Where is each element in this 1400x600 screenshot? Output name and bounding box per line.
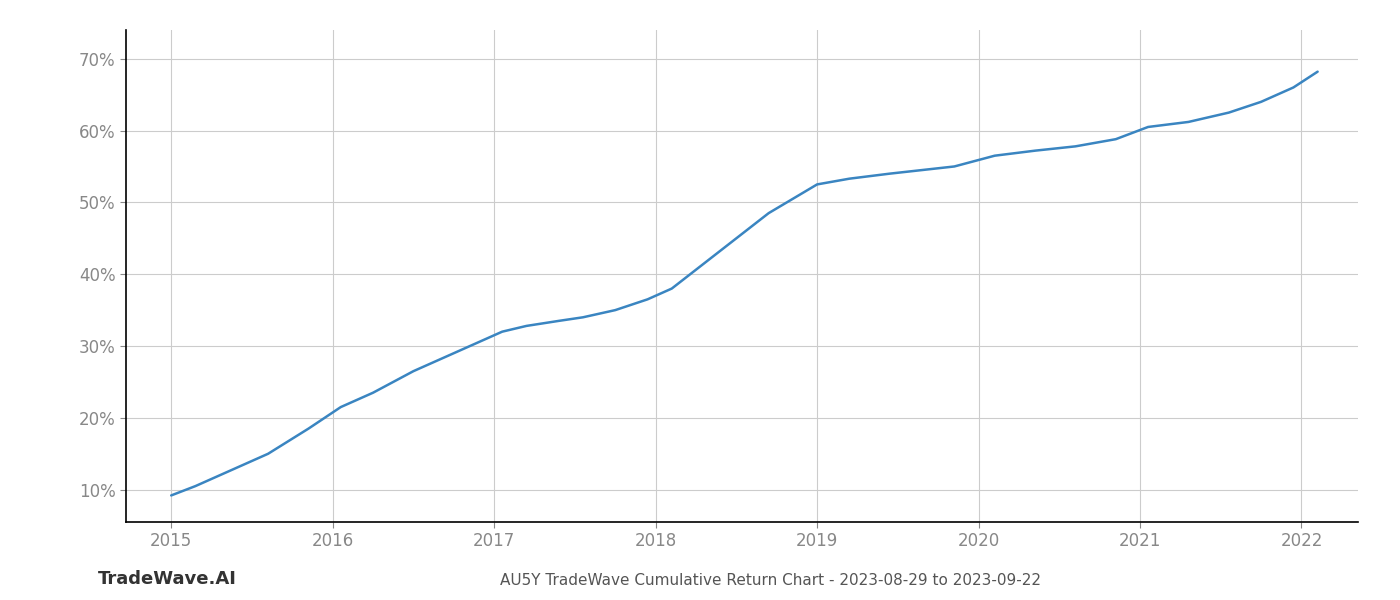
Text: AU5Y TradeWave Cumulative Return Chart - 2023-08-29 to 2023-09-22: AU5Y TradeWave Cumulative Return Chart -… <box>500 573 1040 588</box>
Text: TradeWave.AI: TradeWave.AI <box>98 570 237 588</box>
